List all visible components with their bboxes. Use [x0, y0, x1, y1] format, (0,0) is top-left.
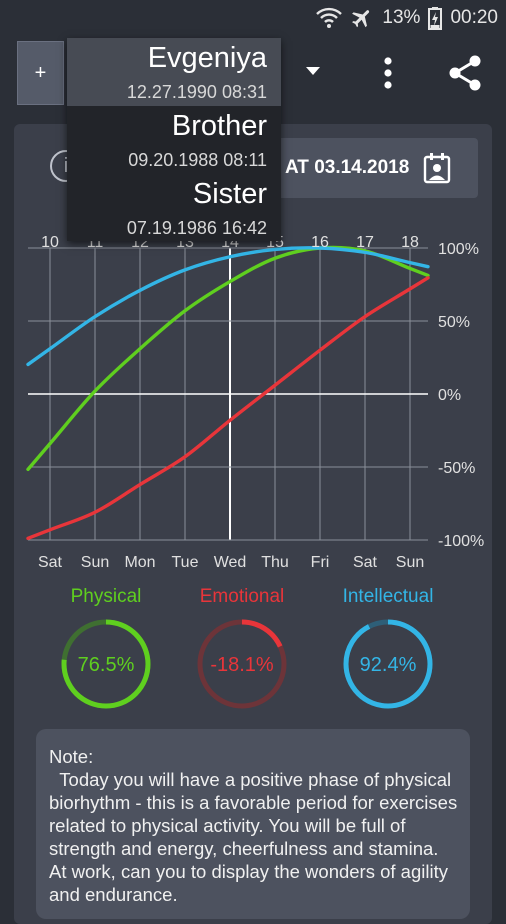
y-tick-label: -100% [438, 533, 484, 550]
y-tick-label: 100% [438, 241, 479, 258]
legend-label-emotional: Emotional [199, 586, 285, 607]
battery-charging-icon [428, 7, 443, 30]
profile-item-brother[interactable]: Brother 09.20.1988 08:11 [67, 106, 281, 174]
note-text: Today you will have a positive phase of … [49, 769, 463, 905]
series-line-emotional [26, 276, 430, 541]
weekday-label: Tue [172, 554, 199, 571]
battery-percent: 13% [382, 7, 421, 28]
legend-label-intellectual: Intellectual [342, 586, 434, 607]
series-line-intellectual [26, 246, 430, 367]
profile-name: Sister [192, 178, 267, 210]
y-tick-label: -50% [438, 460, 475, 477]
date-button-label: AT 03.14.2018 [285, 157, 410, 178]
date-picker-button[interactable]: AT 03.14.2018 [268, 138, 478, 198]
profile-birth-date: 09.20.1988 08:11 [128, 150, 267, 170]
share-icon[interactable] [447, 54, 483, 92]
dropdown-arrow-icon[interactable] [305, 66, 321, 76]
note-title: Note: [49, 746, 94, 767]
profile-name: Brother [171, 110, 267, 142]
airplane-icon [352, 10, 370, 28]
calendar-icon [424, 153, 451, 184]
wifi-icon [316, 7, 343, 28]
clock: 00:20 [450, 7, 498, 28]
gauge-fill [61, 619, 151, 709]
profile-dropdown-menu: Evgeniya 12.27.1990 08:31 Brother 09.20.… [67, 38, 281, 241]
weekday-label: Thu [261, 554, 289, 571]
weekday-label: Sun [81, 554, 109, 571]
day-number-label: 16 [311, 234, 329, 251]
note-panel: Note: Today you will have a positive pha… [36, 729, 470, 919]
weekday-label: Mon [124, 554, 155, 571]
weekday-label: Sat [353, 554, 378, 571]
day-number-label: 10 [41, 234, 59, 251]
profile-birth-date: 12.27.1990 08:31 [126, 82, 267, 102]
status-bar: 13% 00:20 [0, 0, 506, 36]
more-options-icon[interactable] [378, 56, 398, 92]
chart-series [26, 245, 430, 541]
gauge-ring-emotional: -18.1% [197, 619, 287, 709]
gauge-fill [343, 619, 433, 709]
gauge-value: 92.4% [360, 654, 417, 676]
profile-item-evgeniya[interactable]: Evgeniya 12.27.1990 08:31 [67, 38, 281, 106]
gauge-value: -18.1% [210, 654, 274, 676]
weekday-label: Wed [214, 554, 247, 571]
legend-label-physical: Physical [70, 586, 142, 607]
gauge-ring-physical: 76.5% [61, 619, 151, 709]
series-line-physical [26, 245, 430, 472]
y-tick-label: 0% [438, 387, 461, 404]
day-number-label: 17 [356, 234, 374, 251]
gauge-fill [197, 619, 287, 709]
profile-item-sister[interactable]: Sister 07.19.1986 16:42 [67, 174, 281, 242]
weekday-label: Fri [311, 554, 330, 571]
gauge-value: 76.5% [78, 654, 135, 676]
profile-birth-date: 07.19.1986 16:42 [126, 218, 267, 238]
chart-grid [28, 247, 428, 541]
add-profile-button[interactable]: + [17, 41, 64, 105]
y-tick-label: 50% [438, 314, 470, 331]
weekday-label: Sun [396, 554, 424, 571]
day-number-label: 18 [401, 234, 419, 251]
gauge-ring-intellectual: 92.4% [343, 619, 433, 709]
weekday-label: Sat [38, 554, 63, 571]
profile-name: Evgeniya [147, 42, 267, 74]
